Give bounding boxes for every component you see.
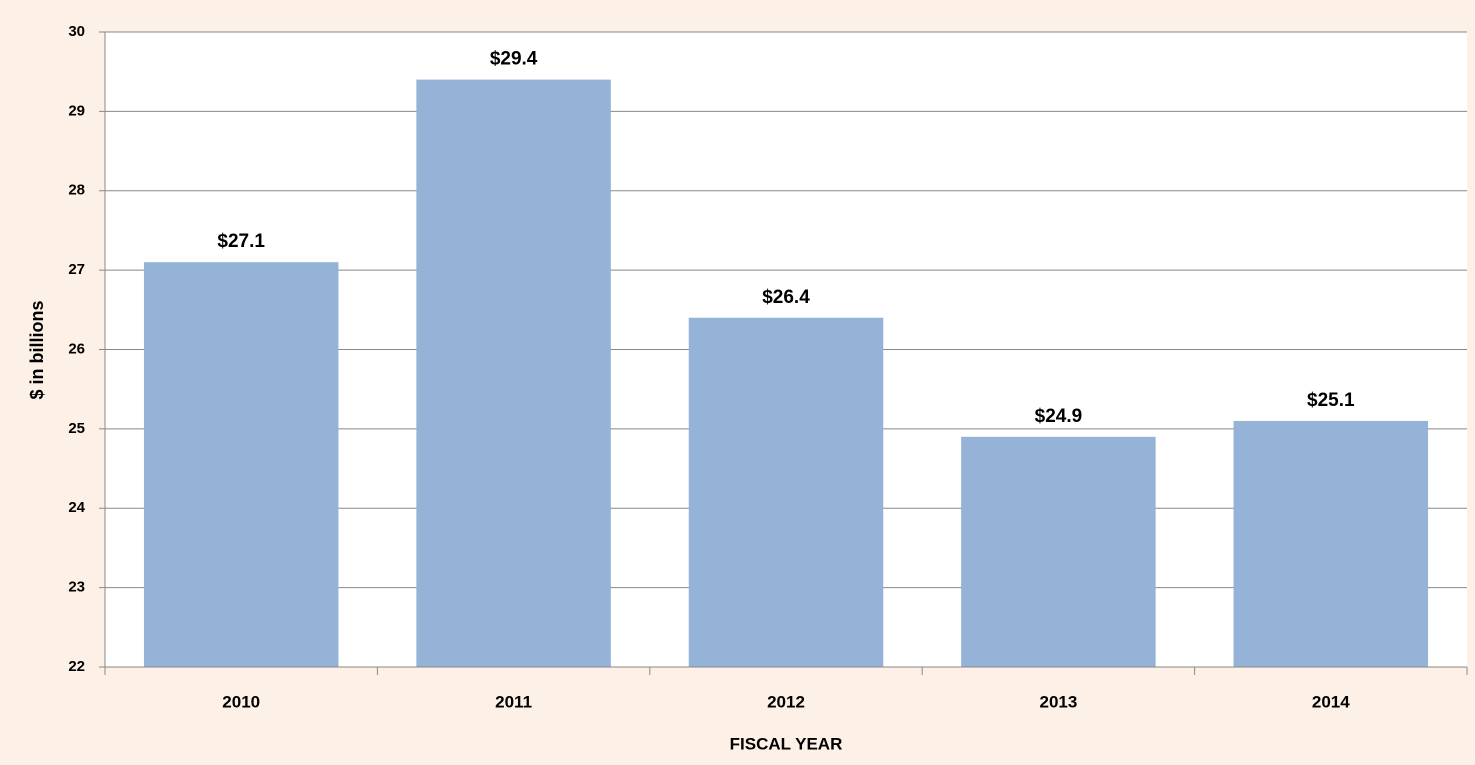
value-label: $24.9 xyxy=(1035,406,1083,427)
x-tick-label: 2012 xyxy=(767,692,805,711)
y-tick-label: 30 xyxy=(68,23,85,40)
x-tick-label: 2010 xyxy=(222,692,260,711)
y-tick-label: 27 xyxy=(68,261,85,278)
bar xyxy=(143,262,339,667)
value-label: $29.4 xyxy=(490,49,538,70)
y-tick-label: 23 xyxy=(68,579,85,596)
bar xyxy=(1233,420,1429,667)
y-axis-label: $ in billions xyxy=(27,300,47,399)
x-tick-label: 2013 xyxy=(1039,692,1077,711)
y-tick-label: 24 xyxy=(68,499,85,516)
x-tick-label: 2014 xyxy=(1312,692,1350,711)
bar xyxy=(416,79,611,667)
y-tick-label: 29 xyxy=(68,102,85,119)
y-tick-label: 22 xyxy=(68,658,85,675)
x-axis-label: FISCAL YEAR xyxy=(730,734,843,753)
value-label: $25.1 xyxy=(1307,390,1355,411)
value-label: $27.1 xyxy=(217,231,265,252)
bar xyxy=(961,436,1156,667)
y-tick-label: 26 xyxy=(68,340,85,357)
y-tick-label: 25 xyxy=(68,420,85,437)
x-tick-label: 2011 xyxy=(495,692,532,711)
bar xyxy=(688,317,884,667)
value-label: $26.4 xyxy=(762,287,810,308)
y-tick-label: 28 xyxy=(68,182,85,199)
